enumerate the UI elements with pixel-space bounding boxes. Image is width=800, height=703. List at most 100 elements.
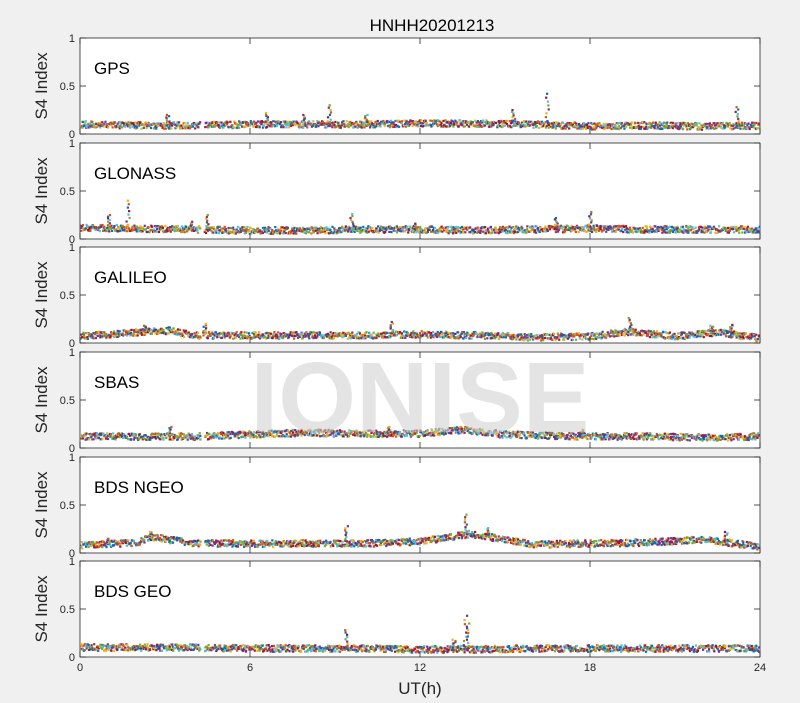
- data-point: [191, 333, 193, 335]
- data-point: [294, 124, 296, 126]
- data-point: [758, 123, 760, 125]
- data-point: [107, 216, 109, 218]
- data-point: [266, 122, 268, 124]
- data-point: [405, 126, 407, 128]
- data-point: [128, 203, 130, 205]
- data-point: [465, 337, 467, 339]
- data-point: [735, 122, 737, 124]
- data-point: [136, 329, 138, 331]
- data-point: [500, 121, 502, 123]
- data-point: [199, 435, 201, 437]
- data-point: [162, 439, 164, 441]
- data-point: [696, 122, 698, 124]
- data-point: [274, 226, 276, 228]
- data-point: [227, 436, 229, 438]
- data-point: [377, 225, 379, 227]
- data-point: [181, 231, 183, 233]
- data-point: [342, 230, 344, 232]
- data-point: [91, 121, 93, 123]
- data-point: [739, 128, 741, 130]
- data-point: [458, 337, 460, 339]
- data-point: [547, 230, 549, 232]
- data-point: [514, 228, 516, 230]
- data-point: [401, 120, 403, 122]
- data-point: [442, 120, 444, 122]
- data-point: [301, 333, 303, 335]
- data-point: [429, 120, 431, 122]
- data-point: [244, 437, 246, 439]
- data-point: [85, 120, 87, 122]
- data-point: [330, 111, 332, 113]
- data-point: [759, 226, 761, 228]
- data-point: [351, 215, 353, 217]
- data-point: [102, 433, 104, 435]
- data-point: [457, 331, 459, 333]
- data-point: [588, 225, 590, 227]
- data-point: [227, 434, 229, 436]
- data-point: [177, 330, 179, 332]
- data-point: [455, 232, 457, 234]
- data-point: [263, 125, 265, 127]
- data-point: [238, 127, 240, 129]
- data-point: [217, 434, 219, 436]
- data-point: [421, 330, 423, 332]
- data-point: [740, 338, 742, 340]
- data-point: [737, 113, 739, 115]
- data-point: [312, 120, 314, 122]
- data-point: [710, 231, 712, 233]
- data-point: [666, 122, 668, 124]
- data-point: [729, 326, 731, 328]
- data-point: [143, 125, 145, 127]
- data-point: [536, 125, 538, 127]
- data-point: [113, 225, 115, 227]
- data-point: [553, 333, 555, 335]
- data-point: [579, 337, 581, 339]
- data-point: [184, 231, 186, 233]
- data-point: [99, 230, 101, 232]
- data-point: [138, 438, 140, 440]
- data-point: [135, 434, 137, 436]
- data-point: [393, 122, 395, 124]
- data-point: [258, 334, 260, 336]
- data-point: [669, 226, 671, 228]
- data-point: [757, 338, 759, 340]
- panel-label: GPS: [94, 59, 130, 78]
- data-point: [329, 114, 331, 116]
- data-point: [654, 225, 656, 227]
- data-point: [481, 126, 483, 128]
- data-point: [412, 330, 414, 332]
- data-point: [725, 335, 727, 337]
- data-point: [248, 230, 250, 232]
- data-point: [267, 337, 269, 339]
- data-point: [197, 332, 199, 334]
- data-point: [180, 435, 182, 437]
- data-point: [234, 127, 236, 129]
- data-point: [378, 232, 380, 234]
- data-point: [555, 217, 557, 219]
- data-point: [110, 228, 112, 230]
- data-point: [452, 226, 454, 228]
- data-point: [156, 228, 158, 230]
- data-point: [258, 331, 260, 333]
- data-point: [669, 232, 671, 234]
- data-point: [637, 122, 639, 124]
- data-point: [755, 334, 757, 336]
- data-point: [164, 225, 166, 227]
- data-point: [175, 334, 177, 336]
- y-axis-label: S4 Index: [32, 261, 51, 329]
- data-point: [288, 336, 290, 338]
- data-point: [87, 338, 89, 340]
- data-point: [733, 231, 735, 233]
- data-point: [203, 326, 205, 328]
- data-point: [411, 336, 413, 338]
- data-point: [199, 227, 201, 229]
- data-point: [88, 438, 90, 440]
- data-point: [427, 336, 429, 338]
- data-point: [694, 334, 696, 336]
- data-point: [343, 123, 345, 125]
- data-point: [89, 230, 91, 232]
- data-point: [386, 332, 388, 334]
- data-point: [213, 337, 215, 339]
- data-point: [255, 331, 257, 333]
